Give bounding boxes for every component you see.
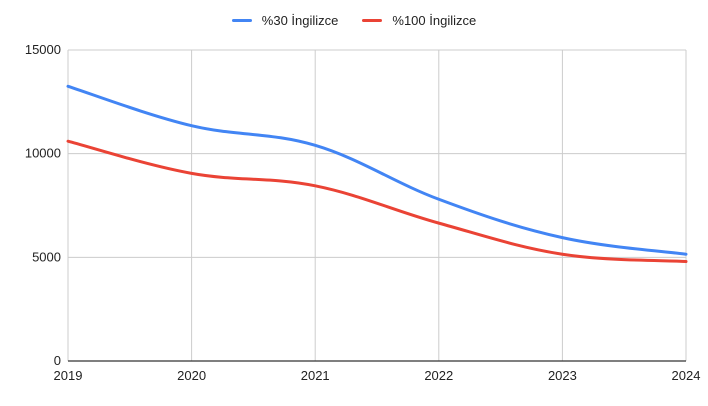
y-tick-label-0: 0 xyxy=(54,353,61,368)
legend-label-series-1: %30 İngilizce xyxy=(261,12,339,28)
series-line-1 xyxy=(66,84,688,256)
series-line-2 xyxy=(66,139,688,263)
x-tick-label-3: 2022 xyxy=(424,368,453,383)
x-tick-label-0: 2019 xyxy=(54,368,83,383)
x-tick-label-5: 2024 xyxy=(672,368,701,383)
x-tick-label-4: 2023 xyxy=(548,368,577,383)
y-tick-label-1: 5000 xyxy=(32,249,61,264)
x-tick-label-1: 2020 xyxy=(177,368,206,383)
legend-swatch-series-1 xyxy=(231,18,252,22)
legend-swatch-series-2 xyxy=(362,18,383,22)
legend: %30 İngilizce %100 İngilizce xyxy=(0,10,708,30)
legend-item-series-2[interactable]: %100 İngilizce xyxy=(362,13,476,28)
x-tick-label-2: 2021 xyxy=(301,368,330,383)
y-tick-label-3: 15000 xyxy=(25,42,61,57)
legend-item-series-1[interactable]: %30 İngilizce xyxy=(231,12,339,28)
y-tick-label-2: 10000 xyxy=(25,146,61,161)
legend-label-series-2: %100 İngilizce xyxy=(392,12,477,28)
